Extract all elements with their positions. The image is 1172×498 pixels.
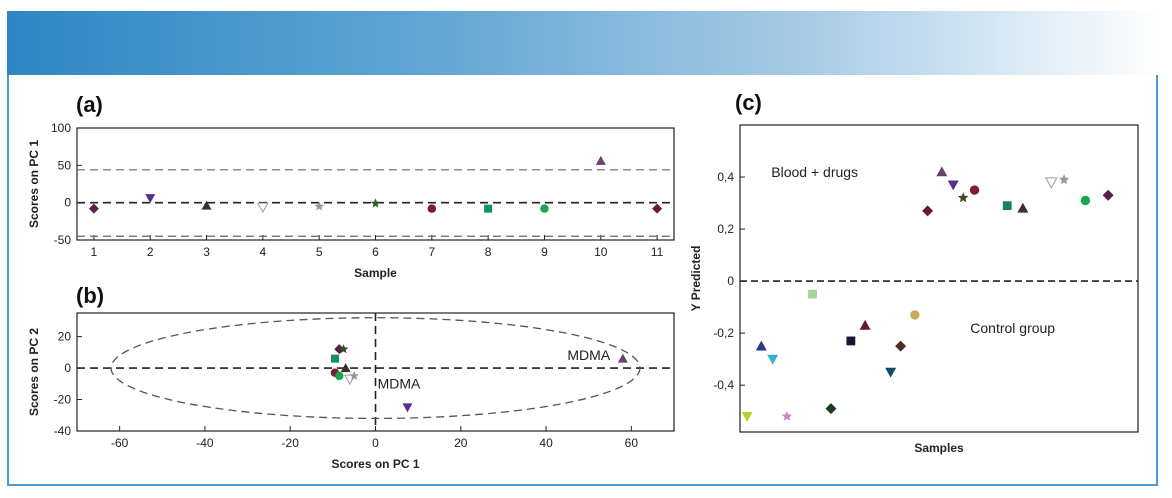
chart-panel-b: (b) 20 0 -20 -40 -60 -40 -20 0 20 40 60 Scores on PC… xyxy=(27,283,675,471)
data-point-triangle-down xyxy=(767,354,779,365)
data-point-star xyxy=(314,201,324,211)
plot-frame xyxy=(739,124,1139,433)
data-point-star xyxy=(781,410,793,421)
y-tick-label: 0,2 xyxy=(717,222,734,236)
data-point-circle xyxy=(969,185,980,195)
y-tick-label: -20 xyxy=(54,393,72,407)
x-tick-label: 6 xyxy=(372,245,379,259)
y-tick-label: -0,2 xyxy=(713,326,734,340)
data-point-diamond xyxy=(895,340,907,352)
data-point-triangle-down xyxy=(145,194,156,204)
data-point-square xyxy=(1002,201,1012,211)
plot-frame xyxy=(76,127,675,241)
annotation-label: Control group xyxy=(970,320,1055,336)
x-tick-label: 0 xyxy=(372,436,379,450)
x-tick-label: 7 xyxy=(428,245,435,259)
data-point-diamond xyxy=(922,205,934,217)
data-point-circle xyxy=(540,204,549,213)
annotation-label: Blood + drugs xyxy=(771,164,858,180)
x-tick-label: 10 xyxy=(594,245,608,259)
x-tick-label: 3 xyxy=(203,245,210,259)
x-tick-label: -60 xyxy=(111,436,129,450)
data-point-square xyxy=(808,289,817,299)
data-point-square xyxy=(484,204,493,213)
data-point-triangle-down-open xyxy=(1044,177,1058,189)
data-point-circle xyxy=(1080,195,1091,206)
y-tick-label: 20 xyxy=(58,330,72,344)
y-tick-label: 0 xyxy=(64,196,71,210)
data-point-circle xyxy=(335,371,344,381)
data-point-diamond xyxy=(652,203,663,214)
x-tick-label: 4 xyxy=(260,245,267,259)
data-point-triangle-up xyxy=(936,166,948,177)
y-axis-label: Y Predicted xyxy=(689,246,703,312)
x-tick-label: 20 xyxy=(454,436,468,450)
x-axis-label: Samples xyxy=(914,441,964,455)
y-tick-label: -50 xyxy=(54,233,72,247)
x-tick-label: 11 xyxy=(651,245,664,259)
data-point-triangle-up xyxy=(201,200,212,210)
data-point-triangle-up xyxy=(617,353,628,363)
x-tick-label: -40 xyxy=(196,436,214,450)
y-tick-label: 100 xyxy=(51,121,71,135)
data-point-square xyxy=(846,336,856,346)
y-axis-label: Scores on PC 1 xyxy=(27,140,41,228)
data-point-triangle-down xyxy=(741,411,753,422)
chart-panel-a: (a) 100 50 0 -50 1 2 3 4 5 6 7 8 9 10 11 Sample Scores on… xyxy=(27,92,675,280)
data-point-circle xyxy=(427,204,437,213)
panel-label: (b) xyxy=(76,283,104,308)
x-tick-label: 60 xyxy=(625,436,639,450)
y-tick-label: -40 xyxy=(54,424,72,438)
data-point-diamond xyxy=(1102,189,1114,201)
annotation-label: MDMA xyxy=(567,347,610,363)
data-point-triangle-down xyxy=(402,403,413,413)
y-tick-label: 0 xyxy=(64,361,71,375)
confidence-ellipse xyxy=(110,317,641,420)
y-tick-label: 0 xyxy=(727,274,734,288)
data-point-circle xyxy=(910,310,920,320)
x-tick-label: 9 xyxy=(541,245,548,259)
y-tick-label: 0,4 xyxy=(717,170,734,184)
y-tick-label: -0,4 xyxy=(713,378,734,392)
data-point-star xyxy=(957,192,969,203)
x-tick-label: 1 xyxy=(91,245,98,259)
x-axis-label: Scores on PC 1 xyxy=(331,457,419,471)
y-tick-label: 50 xyxy=(58,158,72,172)
x-tick-label: 2 xyxy=(147,245,154,259)
data-point-triangle-up xyxy=(595,155,606,165)
data-point-triangle-up xyxy=(340,363,351,373)
panel-label: (a) xyxy=(76,92,103,117)
chart-panel-c: (c) 0,4 0,2 0 -0,2 -0,4 Samples Y Predicted Bloo… xyxy=(689,90,1139,455)
annotation-label: MDMA xyxy=(378,376,421,392)
x-tick-label: 5 xyxy=(316,245,323,259)
data-point-triangle-down xyxy=(885,367,897,378)
y-axis-label: Scores on PC 2 xyxy=(27,328,41,416)
data-point-star xyxy=(1058,174,1070,185)
x-tick-label: 8 xyxy=(485,245,492,259)
data-point-diamond xyxy=(825,403,837,415)
panel-label: (c) xyxy=(735,90,762,115)
x-tick-label: 40 xyxy=(539,436,553,450)
data-point-diamond xyxy=(88,203,99,214)
header-banner xyxy=(7,11,1161,75)
data-point-square xyxy=(330,354,339,363)
data-point-star xyxy=(338,344,349,354)
x-tick-label: -20 xyxy=(282,436,300,450)
data-point-star xyxy=(370,198,381,208)
data-point-star xyxy=(349,370,359,380)
data-point-triangle-up xyxy=(1017,202,1029,213)
data-point-triangle-up xyxy=(755,340,767,351)
x-axis-label: Sample xyxy=(354,266,397,280)
data-point-triangle-down-open xyxy=(257,202,269,214)
data-point-triangle-down xyxy=(947,180,959,191)
data-point-triangle-up xyxy=(859,319,871,330)
